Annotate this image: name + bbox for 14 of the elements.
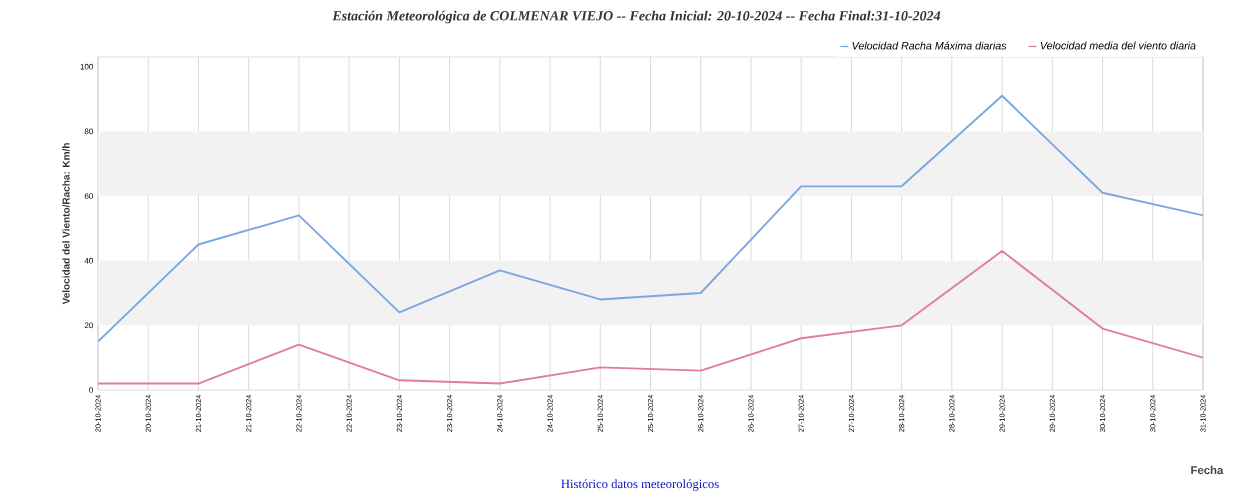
y-tick-label: 100 [80, 63, 93, 70]
legend-label: Velocidad media del viento diaria [1040, 41, 1196, 50]
y-tick-label: 60 [84, 193, 93, 199]
chart-title: Estación Meteorológica de COLMENAR VIEJO -- Fecha Inicial: 20-10-2024 -- Fecha Final:31-10-2024 [332, 10, 941, 24]
y-tick-label: 80 [84, 128, 93, 135]
y-axis-title: Velocidad del Viento/Racha: Km/h [62, 143, 70, 305]
y-tick-label: 0 [89, 387, 93, 393]
line-series [98, 94, 1203, 343]
y-tick-label: 20 [84, 322, 93, 329]
x-axis-title: Fecha [1191, 465, 1224, 475]
line-series [98, 250, 1203, 385]
y-tick-label: 40 [84, 257, 93, 264]
legend-label: Velocidad Racha Máxima diarias [852, 41, 1007, 50]
text: Histórico datos meteorológicos [561, 479, 719, 491]
